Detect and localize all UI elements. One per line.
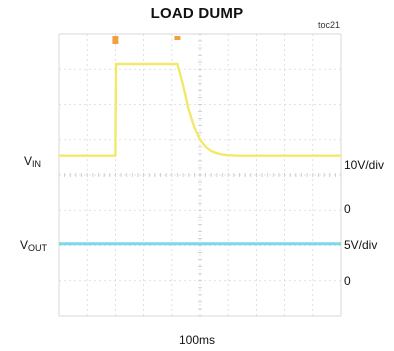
cursor-marker	[174, 36, 181, 40]
chart-title: LOAD DUMP	[150, 5, 244, 22]
vout-zero-label: 0	[344, 274, 351, 288]
vin-zero-label: 0	[344, 202, 351, 216]
trigger-marker	[112, 36, 119, 44]
vin-scale-label: 10V/div	[344, 158, 385, 172]
vin-trace	[59, 62, 341, 157]
vout-channel-label: VOUT	[20, 238, 48, 253]
vin-channel-label: VIN	[24, 154, 42, 169]
vout-scale-label: 5V/div	[344, 238, 378, 252]
figure-id: toc21	[317, 20, 340, 30]
timebase-label: 100ms	[178, 333, 216, 347]
